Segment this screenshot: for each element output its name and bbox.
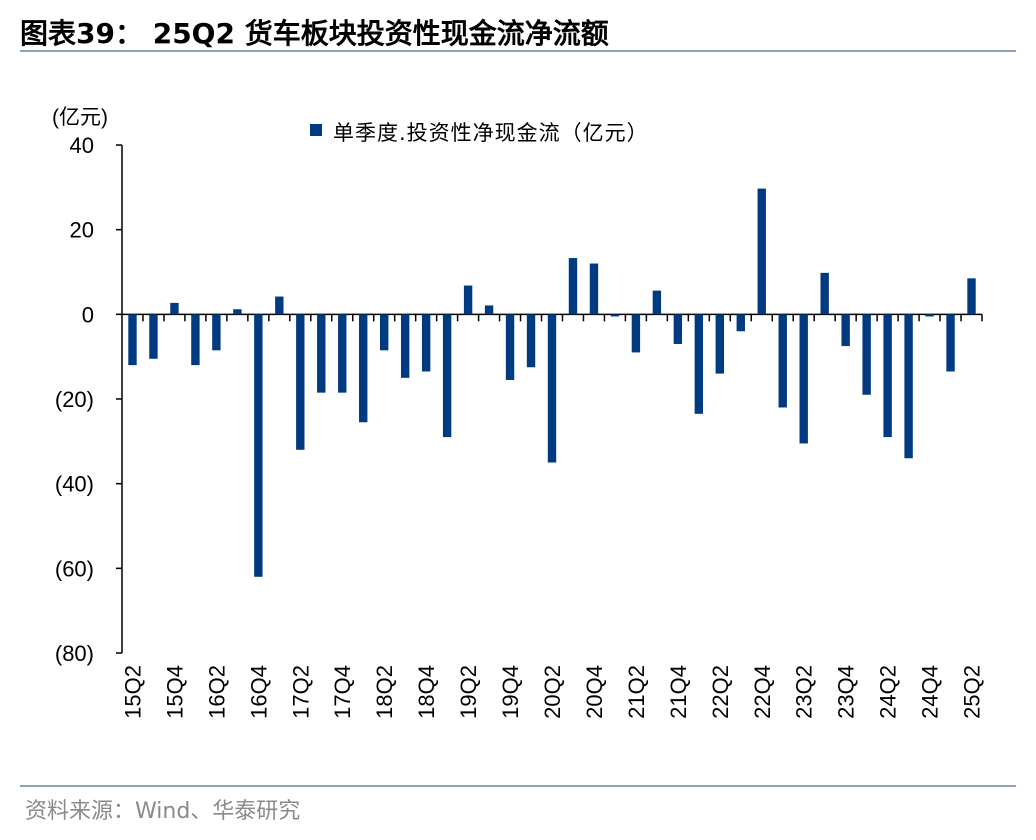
bar xyxy=(254,314,263,577)
bar xyxy=(380,314,389,351)
bar xyxy=(862,314,871,395)
bar xyxy=(505,314,515,380)
x-tick-label: 15Q2 xyxy=(120,665,145,719)
x-tick-label: 19Q4 xyxy=(498,665,523,719)
bar xyxy=(673,314,683,344)
bar xyxy=(799,314,808,444)
bar xyxy=(128,314,137,366)
bar xyxy=(694,314,704,414)
bar xyxy=(778,314,787,408)
x-tick-label: 22Q4 xyxy=(750,665,775,719)
bar xyxy=(442,314,452,438)
footer-divider xyxy=(20,785,1016,787)
bar xyxy=(233,309,242,315)
bar xyxy=(904,314,913,459)
y-axis-unit-label: (亿元) xyxy=(52,106,108,129)
y-tick-label: (40) xyxy=(55,472,94,497)
x-tick-label: 23Q2 xyxy=(792,665,817,719)
bar xyxy=(359,314,368,423)
x-tick-label: 21Q4 xyxy=(666,665,691,719)
x-tick-label: 20Q4 xyxy=(582,665,607,719)
x-tick-label: 16Q2 xyxy=(204,665,229,719)
chart-bars xyxy=(128,188,976,577)
y-tick-label: 40 xyxy=(70,133,94,158)
bar xyxy=(715,314,724,374)
bar xyxy=(631,314,641,353)
bar xyxy=(400,314,410,378)
bar xyxy=(338,314,347,393)
x-tick-label: 16Q4 xyxy=(246,665,271,719)
title-bar: 图表39： 25Q2 货车板块投资性现金流净流额 xyxy=(20,10,1016,52)
x-tick-label: 17Q2 xyxy=(288,665,313,719)
x-tick-label: 18Q2 xyxy=(372,665,397,719)
figure-title: 图表39： 25Q2 货车板块投资性现金流净流额 xyxy=(20,17,609,50)
x-tick-label: 24Q2 xyxy=(876,665,901,719)
bar xyxy=(526,314,536,368)
bar xyxy=(317,314,326,393)
bar xyxy=(589,263,599,315)
bar xyxy=(820,272,829,315)
x-tick-label: 23Q4 xyxy=(834,665,859,719)
y-tick-label: (80) xyxy=(55,641,94,666)
y-tick-label: 20 xyxy=(70,218,94,243)
x-tick-label: 20Q2 xyxy=(540,665,565,719)
bar xyxy=(170,302,179,315)
x-tick-label: 19Q2 xyxy=(456,665,481,719)
bar xyxy=(463,285,473,315)
bar xyxy=(736,314,745,332)
bar xyxy=(946,314,955,372)
bar xyxy=(757,188,766,315)
bar xyxy=(191,314,200,366)
bar xyxy=(421,314,431,372)
legend-swatch xyxy=(310,124,322,136)
x-tick-label: 21Q2 xyxy=(624,665,649,719)
y-tick-label: (60) xyxy=(55,556,94,581)
x-tick-label: 15Q4 xyxy=(162,665,187,719)
bar xyxy=(275,296,284,315)
bar xyxy=(149,314,158,359)
chart-labels: 40 20 0 (20) (40) (60) (80) 15Q2 15Q4 16Q2 16Q4 17Q… xyxy=(55,133,985,719)
bar xyxy=(841,314,850,347)
x-tick-label: 18Q4 xyxy=(414,665,439,719)
source-note: 资料来源：Wind、华泰研究 xyxy=(25,799,301,824)
bar xyxy=(610,314,620,317)
chart-axes xyxy=(116,144,983,654)
bar xyxy=(652,290,662,315)
x-tick-label: 24Q4 xyxy=(918,665,943,719)
bar xyxy=(212,314,221,351)
x-tick-label: 25Q2 xyxy=(960,665,985,719)
x-tick-label: 22Q2 xyxy=(708,665,733,719)
y-tick-label: 0 xyxy=(82,302,94,327)
bar xyxy=(547,314,557,463)
bar xyxy=(883,314,892,438)
bar xyxy=(568,258,578,315)
y-tick-label: (20) xyxy=(55,387,94,412)
bar xyxy=(484,305,494,315)
bar-chart: 40 20 0 (20) (40) (60) (80) 15Q2 15Q4 16Q2 16Q4 17Q… xyxy=(52,106,985,719)
legend-label: 单季度.投资性净现金流（亿元） xyxy=(333,121,649,145)
bar xyxy=(296,314,305,450)
bar xyxy=(925,314,934,317)
bar xyxy=(967,278,976,315)
x-tick-label: 17Q4 xyxy=(330,665,355,719)
